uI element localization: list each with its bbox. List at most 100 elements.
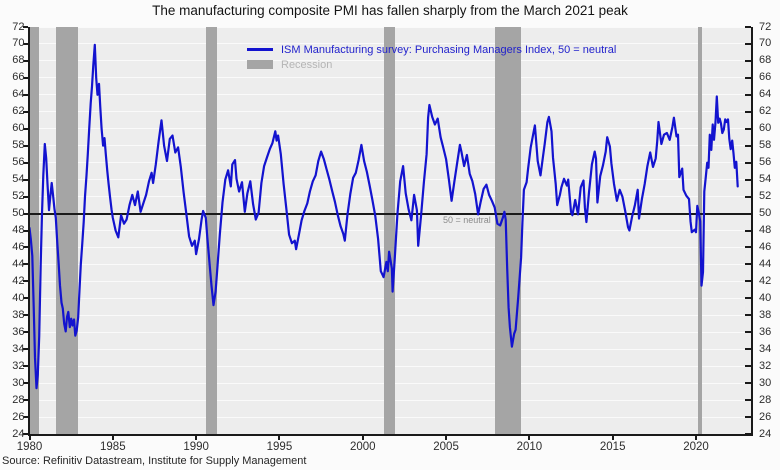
y-tick-mark — [745, 76, 751, 79]
y-tick-label: 56 — [759, 156, 772, 169]
series-line-swatch — [247, 48, 273, 51]
y-tick-label: 50 — [759, 207, 772, 220]
y-tick-label: 58 — [12, 139, 25, 152]
x-tick-mark — [611, 436, 614, 440]
x-tick-label: 1980 — [16, 441, 43, 453]
x-tick-label: 1990 — [183, 441, 209, 453]
y-tick-label: 40 — [759, 291, 772, 304]
y-tick-label: 48 — [759, 224, 772, 236]
y-tick-label: 66 — [12, 71, 25, 84]
y-tick-mark — [745, 42, 751, 45]
legend-series-label: ISM Manufacturing survey: Purchasing Man… — [281, 43, 617, 56]
recession-band — [29, 27, 39, 434]
y-tick-mark — [745, 110, 751, 113]
y-tick-label: 38 — [12, 308, 25, 321]
x-tick-label: 2010 — [516, 441, 543, 453]
x-tick-label: 2005 — [433, 441, 459, 453]
y-tick-mark — [22, 26, 28, 28]
y-tick-mark — [745, 212, 751, 215]
y-tick-mark — [745, 297, 751, 300]
y-axis-right — [751, 27, 753, 436]
y-tick-mark — [22, 297, 28, 300]
y-tick-label: 44 — [12, 257, 25, 270]
recession-band — [494, 27, 522, 434]
y-tick-mark — [22, 382, 28, 385]
recession-swatch — [247, 60, 273, 69]
y-tick-mark — [745, 280, 751, 283]
y-tick-mark — [745, 93, 751, 96]
x-tick-label: 2020 — [683, 441, 709, 453]
y-tick-mark — [745, 348, 751, 351]
y-tick-label: 58 — [759, 139, 772, 152]
legend-item-series: ISM Manufacturing survey: Purchasing Man… — [247, 42, 616, 57]
y-tick-mark — [745, 382, 751, 385]
y-tick-mark — [22, 263, 28, 266]
y-tick-mark — [22, 59, 28, 62]
source-note: Source: Refinitiv Datastream, Institute … — [2, 455, 307, 467]
x-axis — [27, 434, 753, 436]
y-tick-label: 30 — [759, 376, 772, 389]
y-tick-label: 52 — [759, 190, 772, 203]
y-tick-mark — [22, 195, 28, 198]
y-tick-label: 72 — [12, 20, 25, 33]
legend-item-recession: Recession — [247, 57, 616, 72]
y-tick-mark — [22, 416, 28, 419]
y-tick-mark — [22, 348, 28, 351]
y-tick-label: 68 — [759, 54, 772, 67]
y-tick-mark — [745, 127, 751, 130]
y-tick-label: 64 — [759, 88, 772, 101]
y-tick-mark — [745, 365, 751, 368]
y-tick-mark — [745, 246, 751, 249]
y-tick-mark — [745, 144, 751, 147]
y-tick-label: 54 — [759, 173, 772, 186]
y-tick-label: 38 — [759, 308, 772, 321]
x-tick-mark — [445, 436, 448, 440]
x-tick-mark — [111, 436, 114, 440]
y-tick-mark — [22, 280, 28, 283]
x-tick-label: 2015 — [599, 441, 626, 453]
y-tick-mark — [22, 110, 28, 113]
y-tick-mark — [22, 93, 28, 96]
y-tick-label: 68 — [12, 54, 25, 67]
y-tick-mark — [22, 399, 28, 402]
y-tick-label: 64 — [12, 88, 25, 101]
legend: ISM Manufacturing survey: Purchasing Man… — [247, 42, 616, 72]
x-tick-label: 1985 — [100, 441, 126, 453]
y-tick-label: 70 — [759, 37, 772, 50]
y-tick-mark — [745, 178, 751, 181]
y-tick-label: 26 — [12, 410, 25, 423]
y-tick-label: 62 — [12, 105, 25, 118]
y-tick-mark — [745, 433, 751, 435]
y-tick-label: 46 — [12, 240, 25, 253]
y-tick-mark — [22, 127, 28, 130]
y-tick-mark — [745, 263, 751, 266]
y-tick-label: 28 — [12, 393, 25, 406]
y-tick-label: 28 — [759, 393, 772, 406]
y-tick-mark — [745, 59, 751, 62]
y-tick-label: 52 — [12, 190, 25, 203]
y-tick-label: 36 — [759, 325, 772, 338]
recession-band — [698, 27, 703, 434]
y-tick-mark — [22, 229, 28, 232]
y-tick-label: 66 — [759, 71, 772, 84]
x-tick-mark — [195, 436, 198, 440]
y-tick-label: 34 — [759, 342, 772, 355]
y-tick-mark — [745, 416, 751, 419]
x-tick-mark — [361, 436, 364, 440]
y-axis-left — [27, 27, 30, 436]
y-tick-mark — [22, 144, 28, 147]
y-tick-mark — [745, 314, 751, 317]
y-tick-label: 60 — [759, 122, 772, 135]
y-tick-mark — [22, 76, 28, 79]
y-tick-label: 46 — [759, 240, 772, 253]
y-tick-mark — [22, 433, 28, 435]
y-tick-label: 70 — [12, 37, 25, 50]
y-tick-mark — [22, 246, 28, 249]
y-tick-mark — [745, 195, 751, 198]
y-tick-label: 30 — [12, 376, 25, 389]
neutral-line — [29, 212, 751, 215]
y-tick-label: 24 — [759, 427, 772, 440]
x-tick-mark — [528, 436, 531, 440]
y-tick-label: 36 — [12, 325, 25, 338]
y-tick-mark — [22, 365, 28, 368]
